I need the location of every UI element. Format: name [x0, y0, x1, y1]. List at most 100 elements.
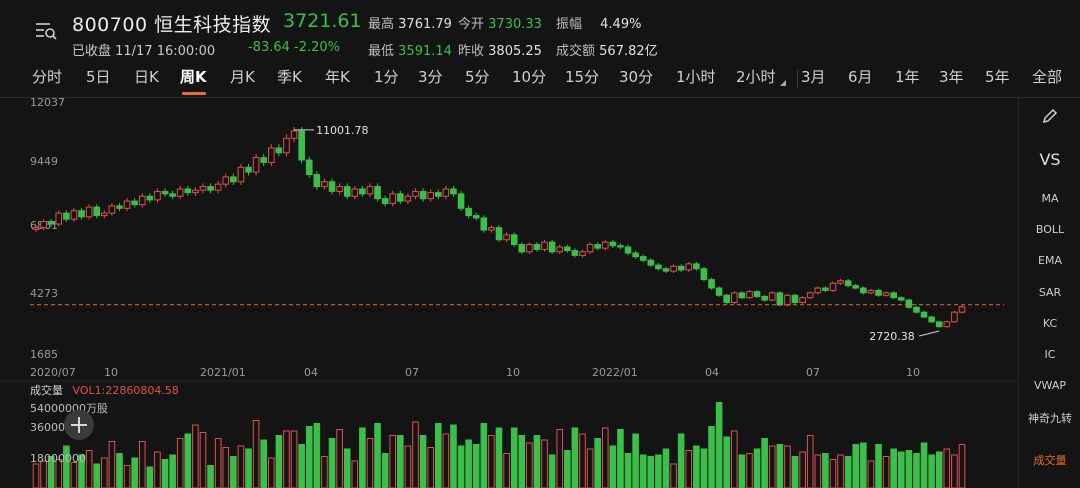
volume-bar — [267, 457, 275, 488]
candle-body — [791, 294, 799, 304]
candle-body — [260, 157, 268, 163]
volume-bar — [397, 435, 404, 488]
indicator-sar[interactable]: SAR — [1038, 286, 1062, 299]
tab-20[interactable]: 全部 — [1032, 68, 1063, 86]
tab-15[interactable]: 3月 — [801, 68, 826, 86]
volume-bar — [161, 459, 169, 488]
candle-body — [397, 193, 404, 202]
tab-4[interactable]: 月K — [230, 68, 255, 86]
tab-8[interactable]: 3分 — [418, 68, 443, 86]
tab-17[interactable]: 1年 — [895, 68, 920, 86]
volume-bar — [564, 450, 571, 488]
candle-body — [594, 244, 601, 249]
crosshair-button[interactable] — [64, 410, 94, 440]
indicator-ic[interactable]: IC — [1044, 348, 1056, 361]
tab-9[interactable]: 5分 — [465, 68, 490, 86]
indicator-volume[interactable]: 成交量 — [1033, 454, 1067, 467]
volume-bar — [245, 448, 252, 488]
volume-bar — [298, 444, 305, 488]
y-tick-label: 9449 — [30, 155, 58, 168]
volume-bar — [283, 430, 290, 488]
tab-2[interactable]: 日K — [134, 68, 159, 86]
volume-bar — [359, 427, 366, 488]
tab-13[interactable]: 1小时 — [676, 68, 716, 86]
volume-bar — [472, 444, 480, 488]
volume-bar — [389, 435, 397, 488]
indicator-ma[interactable]: MA — [1041, 192, 1059, 205]
candle-body — [427, 192, 434, 200]
kline-chart[interactable]: 1203794496861427316852020/07102021/01040… — [0, 98, 1018, 488]
volume-title-label: 成交量 — [30, 384, 63, 397]
candle-body — [784, 294, 791, 306]
tab-16[interactable]: 6月 — [848, 68, 873, 86]
candle-body — [138, 195, 146, 206]
x-tick-label: 07 — [806, 366, 820, 379]
volume-bar — [230, 456, 237, 488]
tab-6[interactable]: 年K — [325, 68, 350, 86]
candle-body — [63, 212, 70, 220]
tab-7[interactable]: 1分 — [374, 68, 399, 86]
candle-body — [897, 297, 905, 301]
candle-body — [510, 234, 518, 246]
tab-5[interactable]: 季K — [277, 68, 302, 86]
candle-body — [533, 244, 541, 250]
candle-body — [639, 256, 647, 261]
volume-bar — [495, 427, 503, 488]
candle-body — [480, 217, 488, 231]
tab-separator — [797, 70, 798, 88]
candle-body — [192, 189, 199, 194]
candle-body — [374, 186, 381, 200]
volume-bar — [465, 439, 472, 488]
volume-bar — [928, 454, 935, 488]
volume-bar — [753, 448, 761, 488]
candle-body — [715, 287, 723, 296]
tab-0[interactable]: 分时 — [32, 68, 63, 86]
volume-bar — [579, 433, 586, 488]
candle-body — [230, 176, 237, 183]
volume-bar — [123, 465, 131, 488]
volume-bar — [958, 444, 966, 488]
volume-bar — [169, 454, 176, 488]
indicator-kc[interactable]: KC — [1042, 317, 1058, 330]
tab-1[interactable]: 5日 — [86, 68, 111, 86]
vs-button[interactable]: VS — [1039, 150, 1061, 169]
pencil-icon[interactable] — [1019, 106, 1080, 129]
candle-body — [495, 227, 503, 241]
volume-bar — [860, 442, 867, 488]
volume-bar — [313, 423, 321, 488]
candle-body — [753, 291, 761, 297]
candle-body — [882, 292, 890, 296]
tab-14[interactable]: 2小时 — [736, 68, 776, 86]
tab-3[interactable]: 周K — [180, 68, 207, 86]
tab-10[interactable]: 10分 — [512, 68, 547, 86]
menu-search-icon[interactable] — [34, 20, 58, 42]
tab-18[interactable]: 3年 — [939, 68, 964, 86]
volume-bar — [381, 453, 389, 488]
volume-bar — [784, 445, 791, 488]
tab-12[interactable]: 30分 — [619, 68, 654, 86]
indicator-boll[interactable]: BOLL — [1035, 223, 1065, 236]
volume-bar — [647, 456, 655, 488]
candle-body — [298, 130, 305, 161]
volume-bar — [905, 450, 913, 488]
volume-bar — [609, 445, 617, 488]
indicator-ema[interactable]: EMA — [1038, 254, 1062, 267]
candle-body — [275, 147, 283, 154]
y-tick-label: 4273 — [30, 287, 58, 300]
volume-bar — [951, 454, 958, 488]
tab-11[interactable]: 15分 — [565, 68, 600, 86]
candle-body — [700, 268, 708, 281]
index-title: 800700 恒生科技指数 — [72, 14, 272, 36]
indicator-td9[interactable]: 神奇九转 — [1028, 412, 1072, 425]
volume-bar — [434, 423, 442, 488]
tab-19[interactable]: 5年 — [985, 68, 1010, 86]
candle-body — [670, 265, 677, 272]
stat-open-label: 今开 — [458, 17, 485, 32]
candle-body — [564, 246, 571, 252]
volume-bar — [131, 457, 138, 488]
volume-bar — [897, 451, 905, 488]
volume-bar — [594, 438, 601, 488]
volume-bar — [207, 465, 214, 488]
indicator-vwap[interactable]: VWAP — [1034, 379, 1066, 392]
candle-body — [237, 166, 245, 183]
